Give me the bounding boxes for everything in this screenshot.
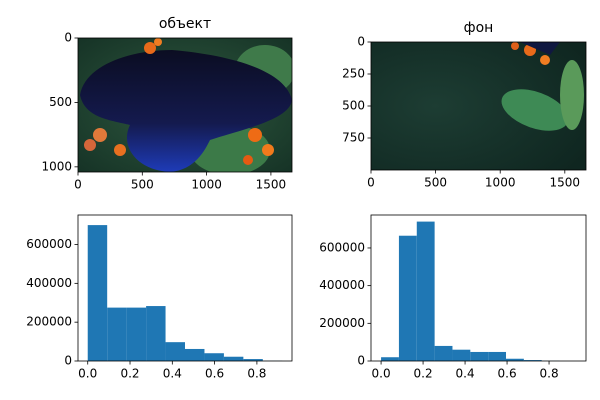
histogram-bar: [523, 360, 542, 361]
x-tick-label: 0.8: [247, 367, 266, 381]
y-tick-label: 1000: [41, 159, 72, 173]
x-tick-label: 1000: [191, 178, 222, 192]
x-tick-label: 0.6: [498, 367, 517, 381]
y-tick-label: 500: [342, 99, 365, 113]
y-tick-label: 400000: [319, 278, 365, 292]
histogram-bar: [488, 351, 507, 361]
x-tick-label: 0.8: [540, 367, 559, 381]
histogram-bar: [381, 357, 399, 361]
x-tick-label: 1000: [485, 176, 516, 190]
histogram-bar: [185, 348, 205, 361]
axes-frame: [77, 214, 293, 362]
histogram-bar: [107, 307, 127, 361]
x-tick-label: 0.4: [163, 367, 182, 381]
histogram-bar: [165, 342, 185, 361]
x-tick-label: 0.6: [205, 367, 224, 381]
x-tick-label: 0.2: [120, 367, 139, 381]
x-tick-label: 500: [131, 178, 154, 192]
histogram-bar: [87, 225, 108, 361]
y-tick-label: 600000: [319, 240, 365, 254]
histogram-bar: [146, 306, 166, 361]
photo-background: [371, 42, 586, 170]
histogram-bar: [126, 307, 147, 361]
x-tick-label: 0.2: [414, 367, 433, 381]
x-tick-label: 1500: [550, 176, 581, 190]
axes-frame: [370, 214, 587, 362]
histogram-bar: [470, 351, 489, 361]
x-tick-label: 0.0: [78, 367, 97, 381]
x-tick-label: 1500: [256, 178, 287, 192]
x-tick-label: 0.0: [372, 367, 391, 381]
y-tick-label: 0: [357, 35, 365, 49]
histogram-bar: [204, 353, 224, 361]
x-tick-label: 500: [424, 176, 447, 190]
y-tick-label: 750: [342, 131, 365, 145]
histogram-bar: [506, 358, 524, 361]
x-tick-label: 0: [367, 176, 375, 190]
y-tick-label: 0: [64, 31, 72, 45]
y-tick-label: 200000: [319, 316, 365, 330]
y-tick-label: 0: [64, 354, 72, 368]
y-tick-label: 500: [49, 95, 72, 109]
histogram-bar: [223, 356, 244, 361]
y-tick-label: 600000: [26, 237, 72, 251]
x-tick-label: 0.4: [456, 367, 475, 381]
y-tick-label: 200000: [26, 315, 72, 329]
y-tick-label: 250: [342, 67, 365, 81]
histogram-bar: [434, 345, 453, 361]
axes-title: фон: [464, 20, 494, 36]
y-tick-label: 0: [357, 354, 365, 368]
histogram-bar: [416, 221, 435, 361]
histogram-bar: [398, 235, 417, 361]
axes-title: объект: [159, 16, 211, 32]
photo-object: [78, 38, 292, 172]
axes-frame: [77, 37, 293, 173]
histogram-bar: [452, 349, 471, 361]
x-tick-label: 0: [74, 178, 82, 192]
y-tick-label: 400000: [26, 276, 72, 290]
histogram-bar: [243, 359, 263, 361]
